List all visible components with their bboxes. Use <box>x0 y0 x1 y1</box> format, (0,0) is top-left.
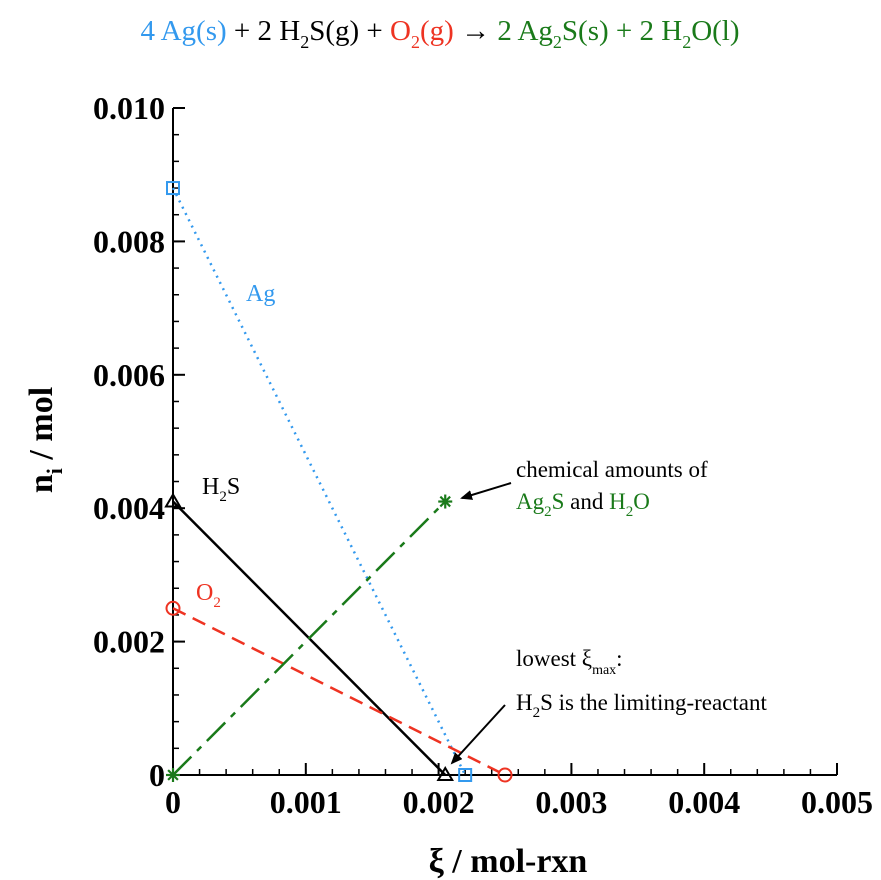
annotation-h2o-sub: 2 <box>626 504 634 520</box>
annotation-chemical-amounts-line1: chemical amounts of <box>516 457 708 482</box>
eq-ag-term: 4 Ag(s) <box>140 15 226 47</box>
x-tick-label: 0.005 <box>801 784 873 820</box>
x-tick-label: 0.002 <box>403 784 475 820</box>
data-point-products <box>166 768 180 782</box>
series-label-ag: Ag <box>246 281 275 307</box>
series-label-h2s-a: H <box>202 474 219 500</box>
eq-ag2s-term-b: S(s) + 2 H <box>562 15 682 47</box>
y-axis-title-sub: i <box>42 468 67 474</box>
series-label-h2s-b: S <box>227 474 240 500</box>
annotation-limit-sub: 2 <box>533 705 541 721</box>
annotation-h2o-a: H <box>609 489 626 514</box>
series-line-o2 <box>172 607 506 777</box>
asterisk-stroke <box>439 495 451 508</box>
y-tick-label: 0.006 <box>93 357 165 393</box>
annotation-limiting-reactant: H2S is the limiting-reactant <box>516 690 767 721</box>
asterisk-stroke <box>167 769 179 781</box>
annotation-lowest-b: : <box>616 646 622 671</box>
y-axis-title-rest: / mol <box>23 387 60 468</box>
y-tick-label: 0.002 <box>93 624 165 660</box>
data-point-o2 <box>497 767 513 783</box>
x-tick-label: 0.001 <box>270 784 342 820</box>
y-axis-title: ni / mol <box>23 387 67 493</box>
eq-ag2s-term-a: 2 Ag <box>497 15 553 47</box>
eq-h2o-sub: 2 <box>682 32 691 52</box>
data-point-o2 <box>165 600 181 616</box>
series-label-o2-sub: 2 <box>213 595 221 611</box>
annotation-lowest-sub: max <box>592 663 616 678</box>
annotation-and: and <box>570 489 604 514</box>
marker-group <box>164 181 513 783</box>
x-axis-title: ξ / mol-rxn <box>429 843 588 880</box>
eq-o2-term-b: (g) <box>420 15 454 47</box>
data-point-ag <box>166 181 180 196</box>
annotation-ag2s-a: Ag <box>516 489 545 514</box>
eq-arrow: → <box>461 15 490 47</box>
series-label-h2s-sub: 2 <box>219 489 227 505</box>
series-label-o2-a: O <box>196 580 213 606</box>
eq-h2o-term-b: O(l) <box>691 15 739 47</box>
y-tick-label: 0 <box>149 757 165 793</box>
data-point-ag <box>458 768 473 782</box>
eq-h2s-term-a: + 2 H <box>234 15 300 47</box>
data-point-h2s <box>164 492 182 508</box>
annotation-limit-a: H <box>516 690 533 715</box>
annotation-ag2s-sub: 2 <box>544 504 552 520</box>
x-tick-label: 0.003 <box>535 784 607 820</box>
annotation-lowest-a: lowest ξ <box>516 646 592 671</box>
eq-o2-term-a: O <box>390 15 411 47</box>
annotation-limit-b: S is the limiting-reactant <box>540 690 767 715</box>
axes <box>172 108 837 776</box>
eq-h2s-sub: 2 <box>300 32 309 52</box>
data-point-products <box>438 494 453 509</box>
series-label-h2s: H2S <box>202 474 240 505</box>
y-axis-title-n: n <box>23 474 60 493</box>
eq-ag2s-sub: 2 <box>553 32 562 52</box>
x-tick-label: 0 <box>165 784 181 820</box>
annotation-chemical-amounts-line2: Ag2S and H2O <box>516 489 650 520</box>
y-tick-label: 0.004 <box>93 490 165 526</box>
annotation-lowest-ximax: lowest ξmax: <box>516 646 623 678</box>
annotation-ag2s-b: S <box>552 489 565 514</box>
annotation-arrow-products <box>460 482 512 500</box>
axis-tick-labels: 0 0.001 0.002 0.003 0.004 0.005 0 0.002 0.004 0.0… <box>93 90 873 820</box>
series-label-o2: O2 <box>196 580 221 611</box>
x-tick-label: 0.004 <box>668 784 740 820</box>
eq-h2s-term-b: S(g) + <box>309 15 383 47</box>
series-line-ag <box>171 187 467 776</box>
series-line-products <box>172 500 447 776</box>
y-tick-label: 0.008 <box>93 223 165 259</box>
eq-o2-sub: 2 <box>411 32 420 52</box>
data-point-h2s <box>436 766 454 781</box>
y-tick-label: 0.010 <box>93 90 165 126</box>
axis-ticks <box>172 107 838 776</box>
annotation-h2o-b: O <box>633 489 650 514</box>
annotation-arrow-limiting <box>450 704 506 765</box>
series-group <box>171 187 506 777</box>
reaction-equation: 4 Ag(s) + 2 H2S(g) + O2(g) → 2 Ag2S(s) +… <box>140 15 739 52</box>
